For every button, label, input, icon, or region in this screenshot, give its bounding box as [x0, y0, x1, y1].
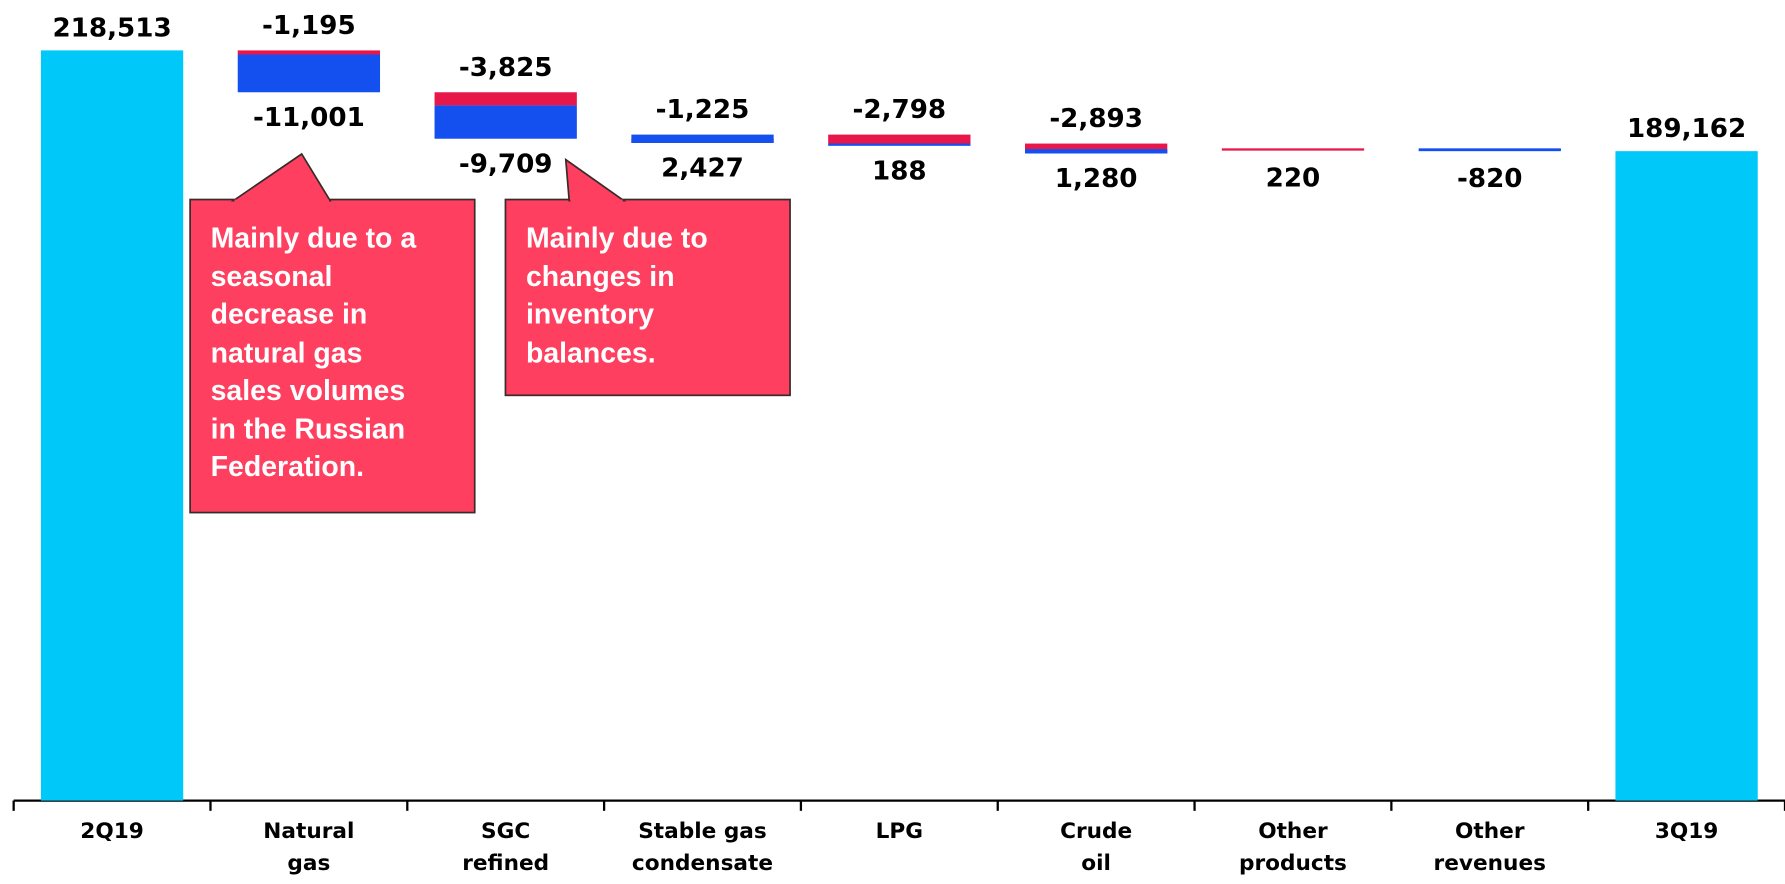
x-label-box: 2Q19 — [80, 818, 144, 844]
callout-line: natural gas — [210, 336, 363, 369]
x-label-box: Other products — [1238, 818, 1347, 876]
delta-bar — [1024, 149, 1168, 154]
callout-line: Federation. — [210, 451, 365, 483]
delta-bar — [828, 134, 971, 145]
callout-line: inventory — [525, 298, 655, 331]
delta-bar — [1418, 148, 1561, 152]
callout-line: changes in — [525, 260, 675, 293]
value-label: 189,162 — [1627, 114, 1746, 144]
callout-line: in the Russian — [210, 412, 406, 445]
delta-bar — [828, 143, 971, 146]
callout-line: sales volumes — [210, 374, 406, 407]
value-label: 2,427 — [661, 154, 744, 184]
x-tick-label: 2Q19 — [80, 818, 144, 844]
callout-text-box: Mainly due to a seasonal decrease in natura… — [190, 200, 475, 487]
delta-bar — [434, 92, 577, 106]
delta-bar — [434, 105, 577, 139]
value-label: 220 — [1266, 164, 1321, 194]
value-label: -1,225 — [656, 95, 750, 125]
callout-line: Mainly due to a — [210, 222, 417, 255]
callout-line: decrease in — [210, 298, 368, 331]
x-tick-label: Crude oil — [1060, 818, 1133, 876]
x-tick-label: Stable gas condensate — [631, 818, 774, 876]
delta-bar — [237, 54, 381, 93]
value-label: -2,893 — [1049, 104, 1143, 134]
x-label-box: SGC refined products — [452, 818, 560, 884]
x-tick-label: Natural gas — [263, 818, 355, 876]
value-label: -2,798 — [853, 95, 947, 125]
x-tick-label: SGC refined products — [452, 818, 560, 884]
value-label: 1,280 — [1055, 164, 1138, 194]
callout-box — [189, 198, 476, 514]
callout-text: Mainly due to a seasonal decrease in natura… — [190, 200, 475, 487]
callout-pointer — [230, 152, 332, 202]
value-label: -9,709 — [459, 149, 553, 179]
callout-text-box: Mainly due to changes in inventory balances… — [505, 200, 790, 373]
x-label-box: Natural gas — [263, 818, 355, 876]
x-tick-label: Other products — [1238, 818, 1347, 876]
value-label: 188 — [872, 157, 927, 187]
x-label-box: Stable gas condensate — [631, 818, 774, 876]
callout-line: balances. — [525, 336, 656, 369]
value-label: -820 — [1457, 164, 1523, 194]
x-label-box: Crude oil — [1060, 818, 1133, 876]
delta-bar — [1221, 148, 1365, 151]
delta-bar — [631, 134, 774, 143]
delta-bar — [237, 50, 381, 55]
x-tick-label: Other revenues — [1433, 818, 1546, 876]
total-bar — [40, 50, 184, 801]
x-label-box: 3Q19 — [1654, 818, 1719, 844]
callout-pointer — [564, 157, 627, 202]
x-label-box: LPG — [875, 818, 924, 844]
callout-text: Mainly due to changes in inventory balances… — [505, 200, 790, 373]
value-label: 218,513 — [52, 13, 171, 43]
callout-line: Mainly due to — [525, 222, 708, 255]
value-label: -11,001 — [253, 103, 365, 133]
value-label: -1,195 — [262, 11, 356, 41]
delta-bar — [1024, 143, 1168, 154]
x-tick-label: 3Q19 — [1654, 818, 1719, 844]
total-bar — [1615, 151, 1758, 801]
value-label: -3,825 — [459, 53, 553, 83]
x-tick-label: LPG — [875, 818, 924, 844]
callout-line: seasonal — [210, 260, 333, 293]
x-label-box: Other revenues — [1433, 818, 1546, 876]
callout-box — [504, 198, 791, 397]
